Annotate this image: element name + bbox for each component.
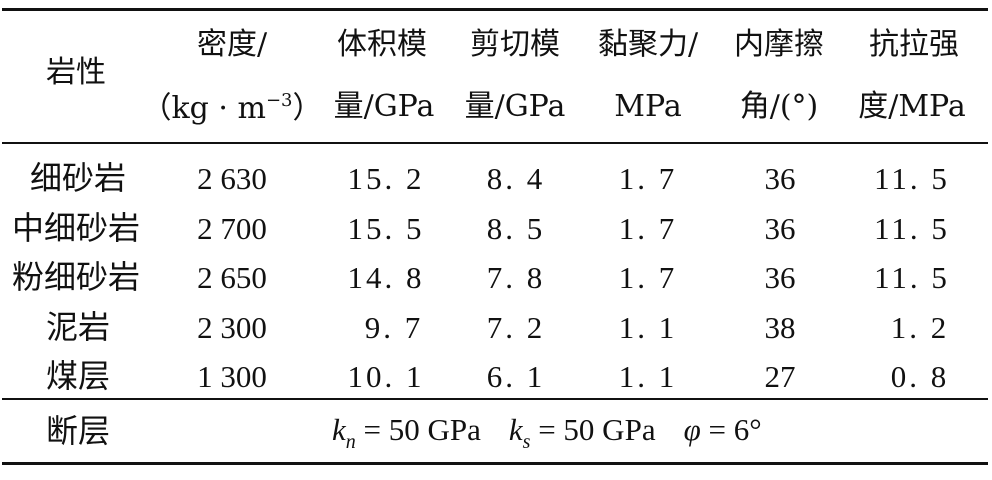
cell-density: 2 650 [197,260,267,295]
footer-label: 断层 [45,412,111,450]
cell-cohesion: 1. 7 [618,161,678,196]
cell-friction: 36 [764,211,796,246]
cell-rock-type: 细砂岩 [29,159,127,197]
cell-shear: 8. 5 [486,211,546,246]
ks-value: = 50 GPa [530,412,656,447]
cell-density: 2 630 [197,161,267,196]
cell-cohesion: 1. 1 [618,310,678,345]
header-rule [2,142,988,144]
header-cohesion-line1: 黏聚力/ [597,27,699,62]
cell-tensile: 0. 8 [890,359,950,394]
cell-tensile: 1. 2 [890,310,950,345]
header-bulk-line1: 体积模 [337,27,427,62]
footer-rule [2,398,988,400]
kn-subscript: n [345,431,356,453]
header-density-unit: （kg · m [141,91,266,126]
cell-shear: 7. 8 [486,260,546,295]
header-friction-line1: 内摩擦 [734,27,824,62]
cell-bulk: 15. 2 [347,161,425,196]
cell-rock-type: 粉细砂岩 [11,258,141,296]
cell-cohesion: 1. 7 [618,211,678,246]
cell-rock-type: 煤层 [45,357,111,395]
cell-tensile: 11. 5 [874,161,950,196]
header-cohesion-line2: MPa [614,89,682,124]
cell-cohesion: 1. 7 [618,260,678,295]
cell-bulk: 10. 1 [347,359,425,394]
header-density-exponent: −3 [265,90,293,111]
cell-tensile: 11. 5 [874,211,950,246]
ks-symbol: k [508,412,523,447]
header-tensile-line1: 抗拉强 [869,27,959,62]
header-friction-line2: 角/(°) [739,89,819,124]
cell-density: 1 300 [197,359,267,394]
kn-value: = 50 GPa [355,412,481,447]
cell-bulk: 14. 8 [347,260,425,295]
ks-subscript: s [522,431,531,453]
top-rule [2,8,988,11]
header-tensile-line2: 度/MPa [858,89,966,124]
cell-rock-type: 泥岩 [45,308,111,346]
cell-bulk: 9. 7 [364,310,424,345]
cell-friction: 38 [764,310,796,345]
kn-symbol: k [332,412,346,447]
cell-friction: 36 [764,260,796,295]
cell-bulk: 15. 5 [347,211,425,246]
cell-density: 2 300 [197,310,267,345]
cell-friction: 36 [764,161,796,196]
phi-value: = 6° [700,412,762,447]
header-shear-line2: 量/GPa [464,89,566,124]
header-rock-type: 岩性 [46,55,106,90]
cell-shear: 6. 1 [486,359,546,394]
cell-rock-type: 中细砂岩 [11,209,141,247]
header-bulk-line2: 量/GPa [333,89,435,124]
cell-shear: 7. 2 [486,310,546,345]
header-density-line2: （kg · m−3） [142,92,323,124]
header-density-close: ） [292,91,323,126]
cell-density: 2 700 [197,211,267,246]
cell-friction: 27 [764,359,796,394]
header-density-line1: 密度/ [196,27,268,62]
header-shear-line1: 剪切模 [470,27,560,62]
cell-shear: 8. 4 [486,161,546,196]
bottom-rule [2,462,988,465]
cell-tensile: 11. 5 [874,260,950,295]
phi-symbol: φ [683,412,701,447]
fault-parameters: kn = 50 GPa ks = 50 GPa φ = 6° [332,414,762,452]
cell-cohesion: 1. 1 [618,359,678,394]
